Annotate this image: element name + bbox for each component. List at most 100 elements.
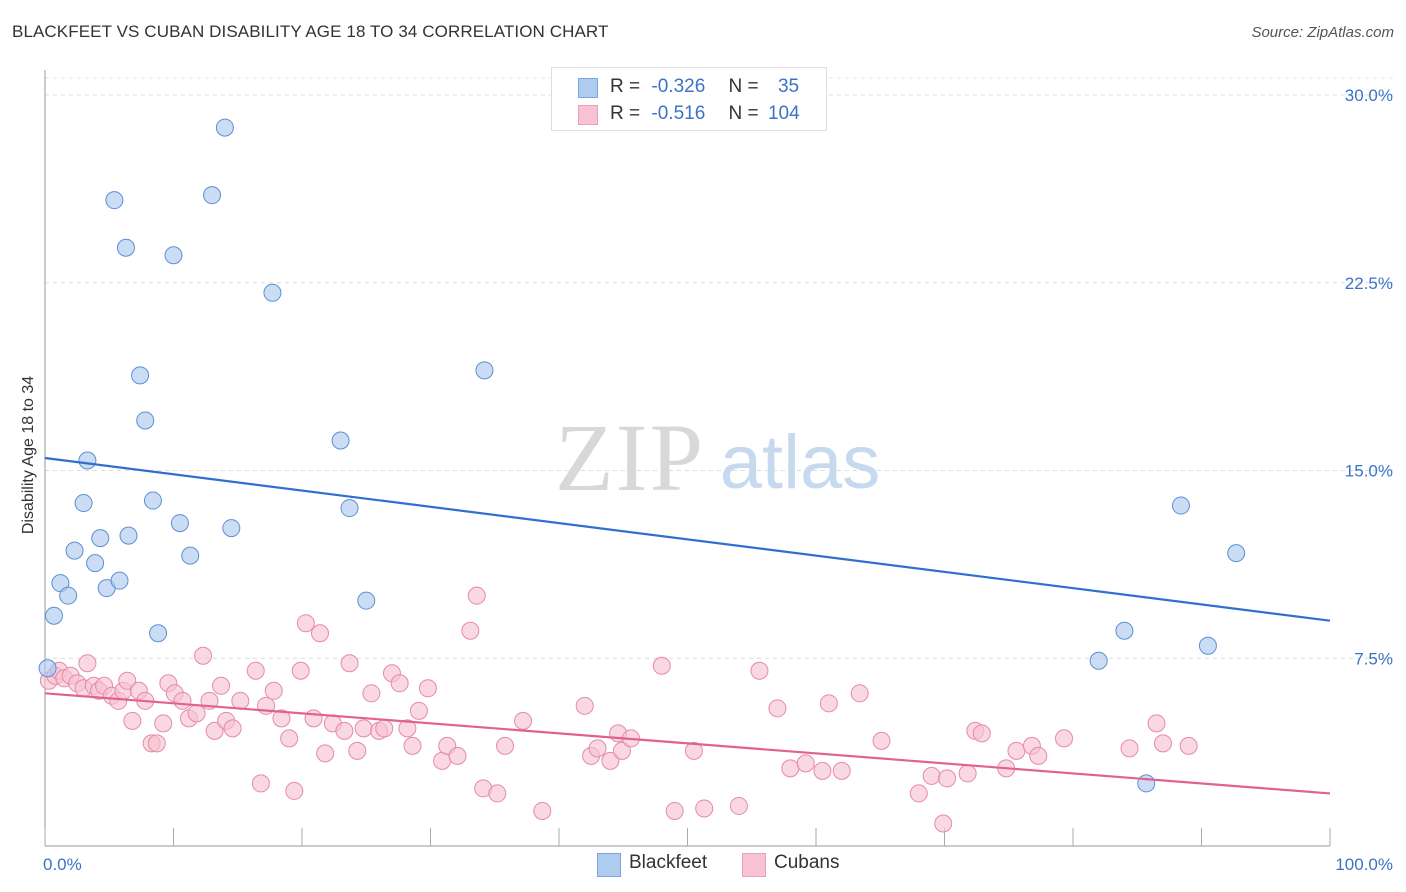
blackfeet-point [86,554,105,573]
blackfeet-point [119,526,138,545]
cubans-point [362,684,381,703]
cubans-point [246,661,265,680]
blackfeet-point [105,191,124,210]
cubans-point [1179,736,1198,755]
cubans-point [390,674,409,693]
cubans-point [514,711,533,730]
cubans-point [251,774,270,793]
blackfeet-point [149,624,168,643]
blackfeet-point [1198,636,1217,655]
cubans-point [354,719,373,738]
cubans-point [316,744,335,763]
watermark-atlas: atlas [720,420,881,505]
cubans-point [496,736,515,755]
cubans-point [652,656,671,675]
blackfeet-point [74,494,93,513]
blackfeet-trend-line [44,456,1331,622]
cubans-point [813,761,832,780]
cubans-point [264,681,283,700]
cubans-point [173,691,192,710]
cubans-point [665,801,684,820]
blackfeet-point [164,246,183,265]
cubans-point [348,741,367,760]
cubans-points [39,586,1198,833]
blackfeet-point [110,571,129,590]
blackfeet-point [475,361,494,380]
x-tick-label-max: 100.0% [1335,855,1393,874]
cubans-point [1120,739,1139,758]
cubans-point [1007,741,1026,760]
cubans-point [403,736,422,755]
cubans-point [612,741,631,760]
legend-r-value: -0.516 [651,103,706,124]
x-tick-label-min: 0.0% [43,855,82,874]
cubans-point [938,769,957,788]
gridlines [45,77,1393,659]
cubans-point [231,691,250,710]
blackfeet-point [357,591,376,610]
blackfeet-point [222,519,241,538]
cubans-point [588,739,607,758]
cubans-trend-line [44,692,1331,795]
cubans-point [409,701,428,720]
cubans-point [796,754,815,773]
legend-swatch-cubans [578,105,598,125]
cubans-point [123,711,142,730]
cubans-point [872,731,891,750]
legend-r-value: -0.326 [651,76,706,97]
legend-n-label: N = [728,76,759,97]
cubans-point [1147,714,1166,733]
blackfeet-point [181,546,200,565]
cubans-point [601,751,620,770]
cubans-point [398,719,417,738]
cubans-point [533,801,552,820]
y-tick-label: 7.5% [1354,649,1393,668]
cubans-point [205,721,224,740]
cubans-point [819,694,838,713]
bottom-legend-label-cubans: Cubans [774,852,840,873]
bottom-legend-swatch-blackfeet [597,853,621,877]
blackfeet-point [1227,544,1246,563]
cubans-point [850,684,869,703]
cubans-point [750,661,769,680]
blackfeet-points [38,118,1246,793]
blackfeet-point [44,606,63,625]
cubans-point [340,654,359,673]
legend-r-label: R = [610,103,641,124]
source-label: Source: ZipAtlas.com [1251,24,1394,41]
cubans-point [1055,729,1074,748]
legend-n-value: 35 [777,76,800,97]
cubans-point [187,704,206,723]
cubans-point [768,699,787,718]
cubans-point [1029,746,1048,765]
y-tick-label: 22.5% [1345,274,1393,293]
legend-box: R = -0.326 N = 35 R = -0.516 N = 104 [551,67,827,131]
blackfeet-point [215,118,234,137]
blackfeet-point [91,529,110,548]
cubans-point [272,709,291,728]
blackfeet-point [1115,621,1134,640]
cubans-point [304,709,323,728]
blackfeet-point [59,586,78,605]
blackfeet-point [131,366,150,385]
blackfeet-point [143,491,162,510]
cubans-point [909,784,928,803]
legend-n-label: N = [728,103,759,124]
blackfeet-point [170,514,189,533]
blackfeet-point [116,238,135,257]
cubans-point [729,796,748,815]
blackfeet-point [263,283,282,302]
cubans-point [467,586,486,605]
blackfeet-point [1137,774,1156,793]
cubans-point [147,734,166,753]
cubans-point [934,814,953,833]
cubans-point [461,621,480,640]
cubans-point [684,741,703,760]
blackfeet-point [78,451,97,470]
cubans-point [78,654,97,673]
blackfeet-point [203,186,222,205]
cubans-point [223,719,242,738]
blackfeet-point [136,411,155,430]
cubans-point [433,751,452,770]
